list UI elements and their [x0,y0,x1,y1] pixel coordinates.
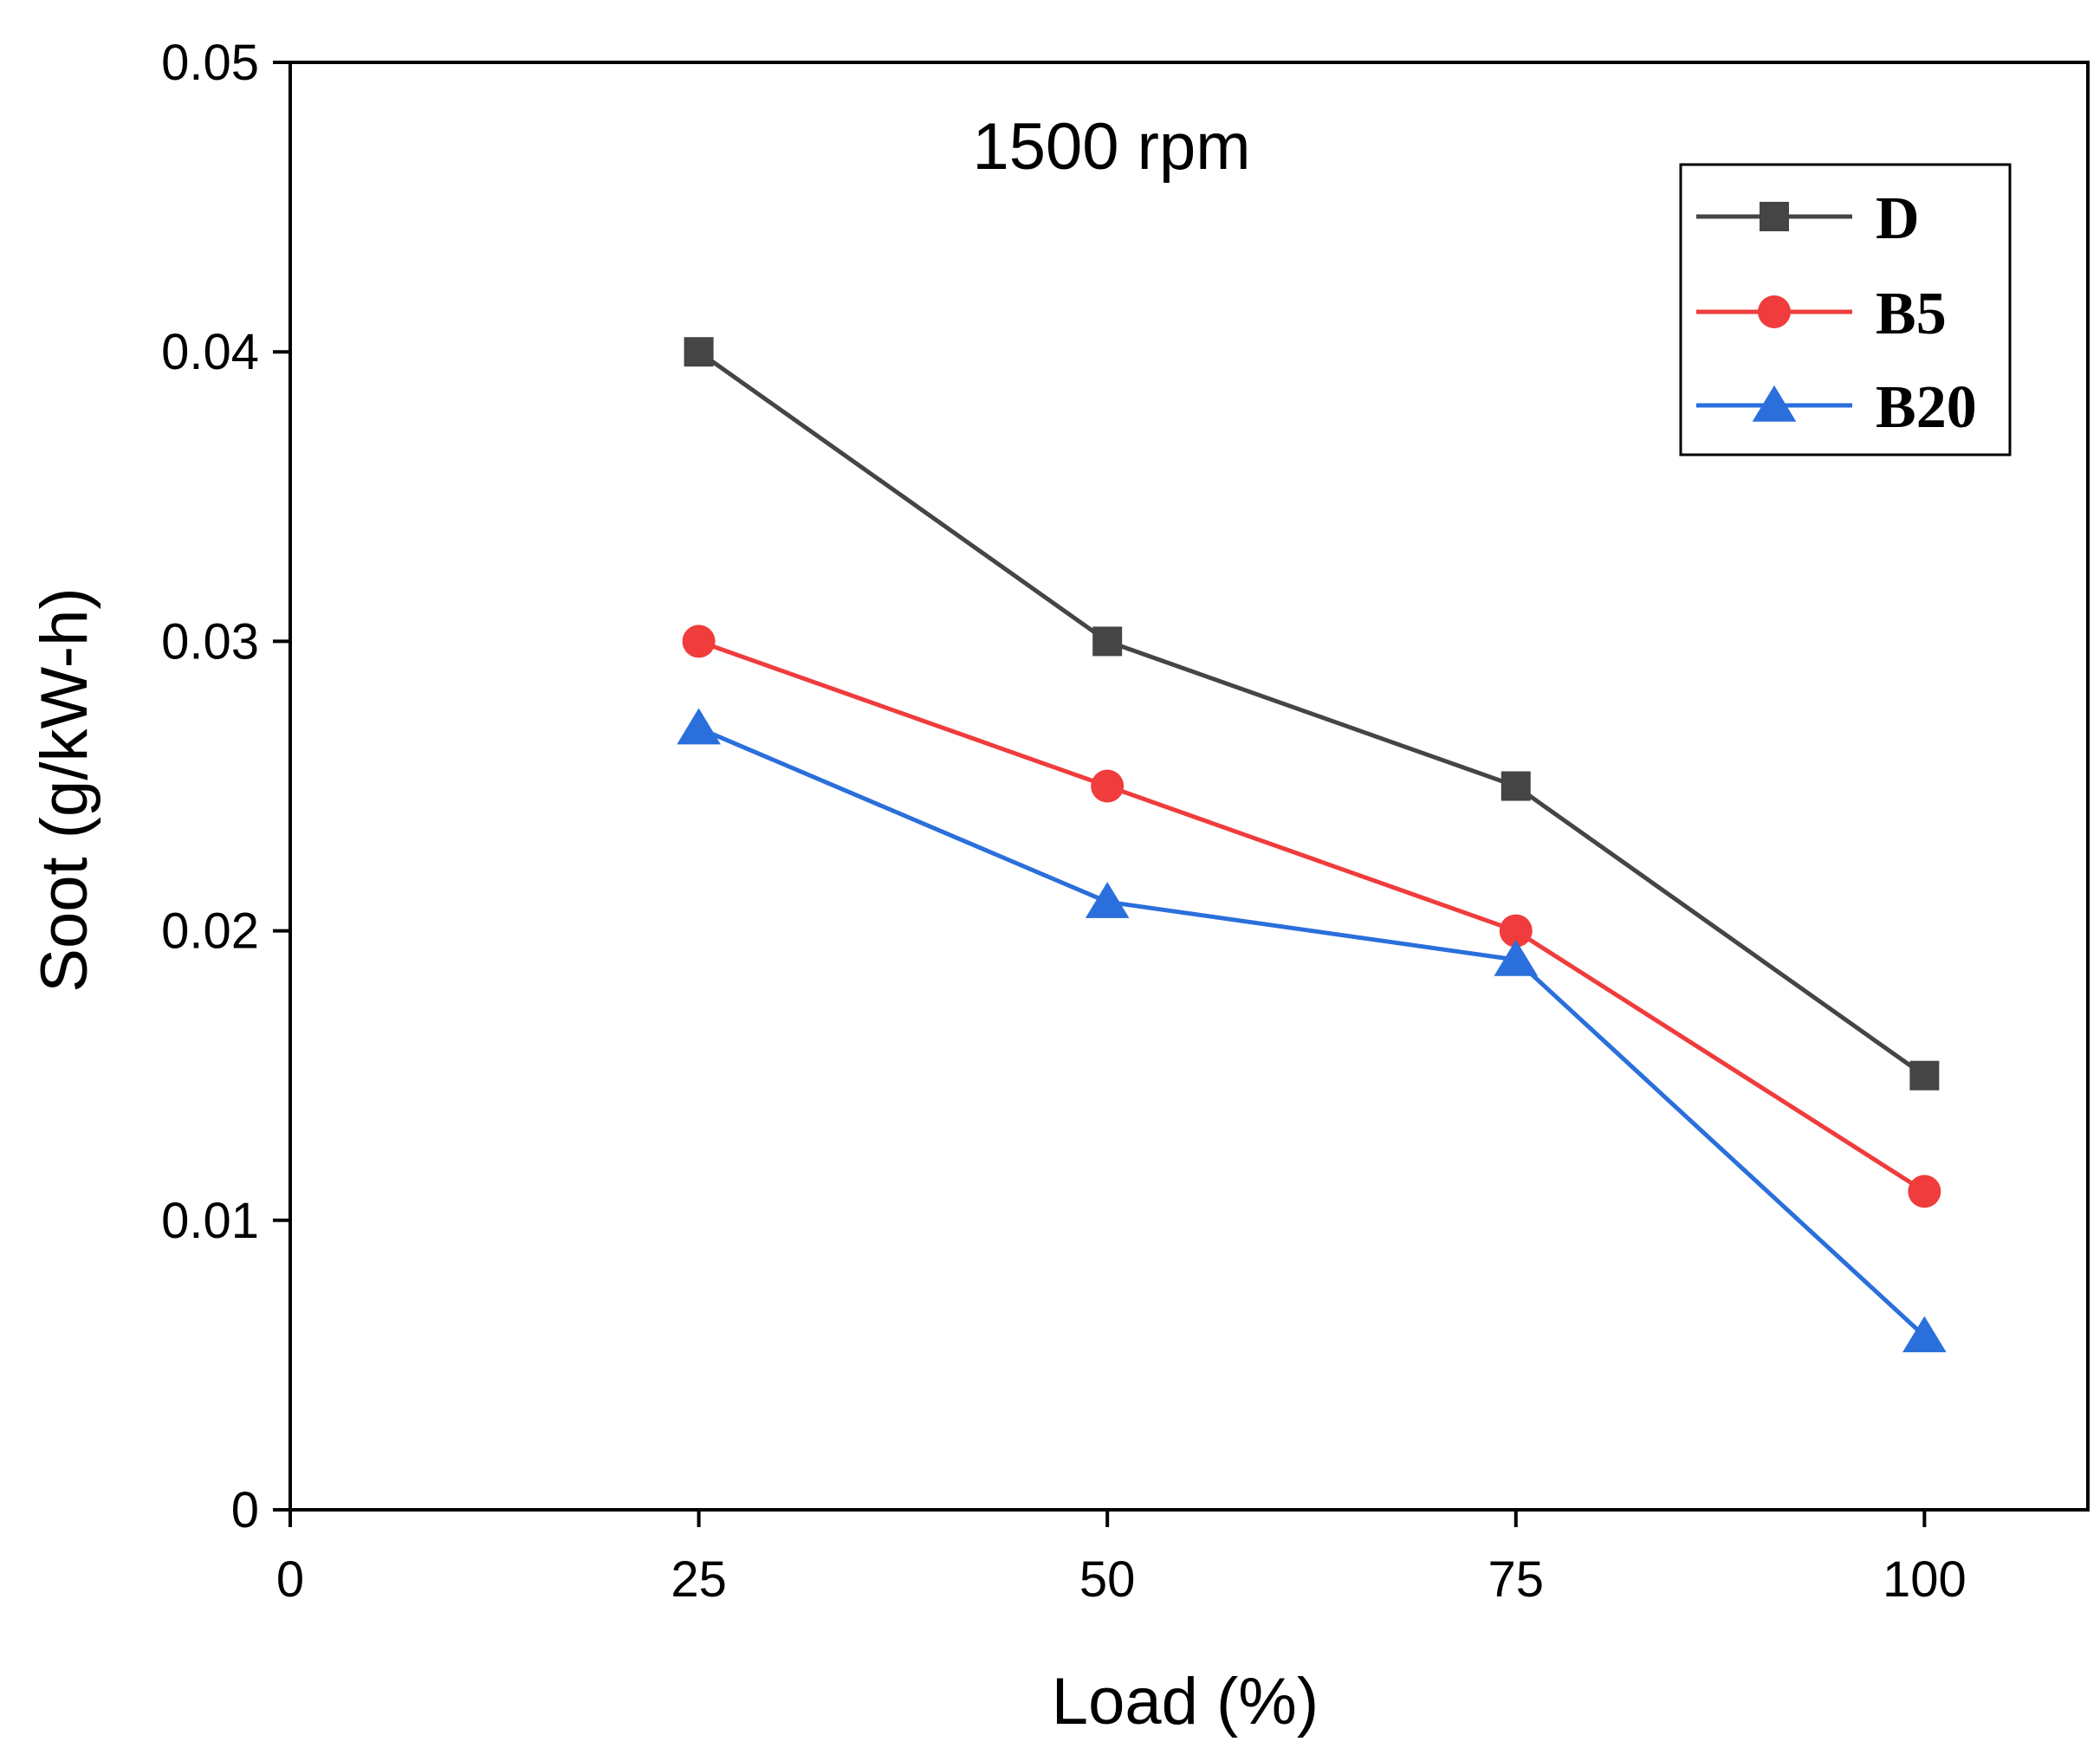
series-line-d [697,350,1926,1078]
data-point-b20 [677,708,721,745]
x-axis-ticks: 0 25 50 75 100 [276,1510,1967,1608]
data-point-b20 [1902,1316,1947,1353]
legend-item-b20: B20 [1696,374,1977,441]
series-line-b5 [697,639,1926,1194]
legend-item-d: D [1696,185,1920,252]
data-point-b5 [1908,1175,1941,1208]
y-tick-label: 0.05 [161,35,259,91]
series-d [684,337,1940,1091]
legend-label: B20 [1876,374,1977,441]
data-point-d [1500,771,1531,801]
x-axis-title: Load (%) [1052,1665,1319,1738]
data-point-d [1909,1060,1940,1091]
series-layer [677,337,1947,1353]
data-point-b5 [1091,769,1125,803]
series-b20 [677,708,1947,1353]
x-tick-label: 50 [1079,1551,1136,1608]
data-point-b20 [1085,882,1130,918]
x-tick-label: 75 [1488,1551,1545,1608]
series-line-b20 [697,726,1927,1338]
data-point-b5 [1499,914,1533,948]
legend-label: B5 [1876,281,1947,347]
data-point-b20 [1494,939,1539,976]
y-axis-title: Soot (g/kW-h) [28,587,101,992]
x-tick-label: 100 [1883,1551,1967,1608]
legend-marker [1752,385,1797,422]
series-b5 [682,625,1941,1208]
legend: D B5 B20 [1679,163,2012,456]
legend-label: D [1876,185,1920,252]
y-tick-label: 0.02 [161,903,259,960]
data-point-d [684,337,714,367]
plot-area-frame [288,61,2090,1512]
y-tick-label: 0 [231,1482,259,1538]
data-point-b5 [682,625,716,658]
speed-annotation: 1500 rpm [972,110,1250,184]
x-tick-label: 25 [671,1551,727,1608]
y-tick-label: 0.01 [161,1193,259,1249]
legend-marker [1760,202,1789,231]
data-point-d [1092,626,1123,657]
x-tick-label: 0 [276,1551,304,1608]
y-axis-ticks: 0 0.01 0.02 0.03 0.04 0.05 [161,35,290,1538]
legend-item-b5: B5 [1696,281,1947,347]
legend-marker [1758,295,1791,328]
y-tick-label: 0.03 [161,613,259,670]
y-tick-label: 0.04 [161,324,259,380]
